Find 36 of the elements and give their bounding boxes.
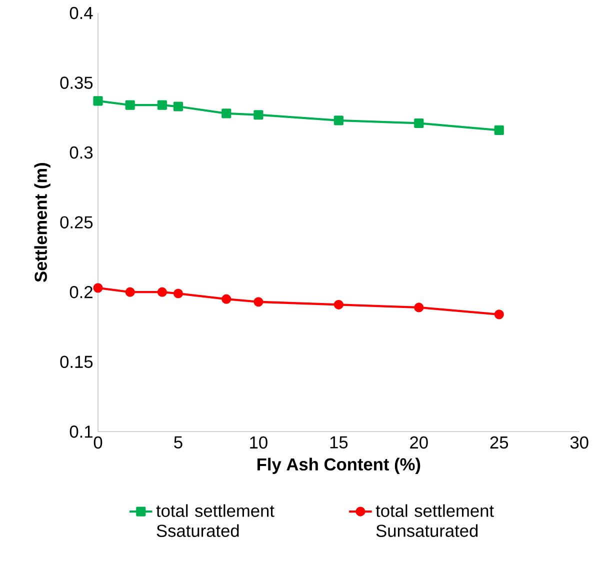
point: [494, 310, 504, 320]
point: [254, 110, 264, 120]
legend-label: total settlement Sunsaturated: [376, 504, 494, 538]
x-tick-label: 20: [410, 436, 428, 449]
y-axis-title: Settlement (m): [34, 163, 50, 282]
point: [157, 287, 167, 298]
point: [334, 300, 344, 310]
legend-label: total settlement Ssaturated: [156, 504, 274, 538]
point: [125, 287, 135, 298]
y-tick-label: 0.15: [60, 356, 93, 368]
x-axis-title: Fly Ash Content (%): [257, 458, 420, 474]
point: [157, 100, 167, 110]
point: [93, 96, 103, 106]
x-tick-label: 25: [490, 436, 508, 449]
x-tick-label: 15: [330, 436, 348, 449]
point: [494, 126, 504, 136]
point: [254, 297, 264, 307]
point: [173, 102, 184, 112]
point: [173, 288, 184, 298]
x-tick-label: 0: [94, 436, 102, 449]
point: [222, 108, 232, 118]
x-tick-label: 30: [570, 436, 588, 449]
point: [414, 302, 424, 312]
point: [414, 118, 424, 128]
y-tick-label: 0.1: [70, 426, 92, 438]
x-tick-label: 10: [250, 436, 268, 449]
point: [222, 294, 232, 304]
point: [334, 116, 344, 126]
x-tick-label: 5: [174, 436, 182, 449]
point: [93, 283, 103, 293]
y-tick-label: 0.3: [70, 146, 93, 159]
y-tick-label: 0.25: [60, 216, 93, 229]
y-tick-label: 0.2: [70, 286, 92, 298]
y-tick-label: 0.4: [70, 7, 93, 20]
point: [125, 100, 135, 110]
y-tick-label: 0.35: [60, 76, 93, 90]
